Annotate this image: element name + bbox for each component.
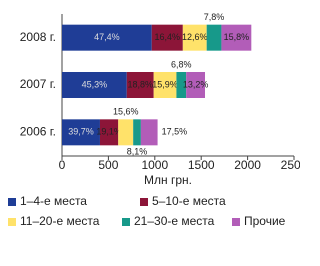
- data-label: 6,8%: [171, 59, 192, 69]
- data-label: 15,8%: [224, 32, 250, 42]
- legend-label: 5–10-е места: [152, 194, 226, 208]
- x-tick-label: 2500: [281, 158, 300, 172]
- bar-segment: [153, 72, 177, 98]
- data-label: 7,8%: [204, 12, 225, 22]
- bar-segment: [186, 72, 206, 98]
- legend-swatch: [122, 218, 130, 226]
- data-label: 13,2%: [183, 79, 209, 89]
- legend-label: 1–4-е места: [20, 194, 87, 208]
- bar-segment: [118, 119, 134, 146]
- data-label: 39,7%: [68, 127, 94, 137]
- x-tick-label: 500: [98, 158, 118, 172]
- data-label: 16,4%: [155, 32, 181, 42]
- data-label: 45,3%: [82, 79, 108, 89]
- bar-segment: [62, 119, 100, 146]
- x-tick-label: 0: [59, 158, 66, 172]
- bar-segment: [99, 119, 119, 146]
- data-label: 12,6%: [182, 32, 208, 42]
- y-tick-label: 2007 г.: [20, 77, 56, 91]
- data-label: 17,5%: [162, 127, 188, 137]
- x-axis-title: Млн грн.: [144, 173, 192, 187]
- bar-segment: [206, 24, 222, 51]
- bar-segment: [62, 72, 127, 98]
- legend-swatch: [140, 198, 148, 206]
- x-tick-label: 1000: [141, 158, 168, 172]
- data-label: 18,8%: [127, 79, 153, 89]
- legend-label: 11–20-е места: [20, 214, 100, 228]
- bar-segment: [133, 119, 141, 146]
- x-tick-label: 1500: [188, 158, 215, 172]
- bar-segment: [176, 72, 187, 98]
- bar-segment: [221, 24, 252, 51]
- legend-label: 21–30-е места: [134, 214, 215, 228]
- legend-swatch: [8, 218, 16, 226]
- y-tick-label: 2006 г.: [20, 125, 56, 139]
- legend-swatch: [232, 218, 240, 226]
- bar-segment: [140, 119, 158, 146]
- legend-label: Прочие: [244, 214, 286, 228]
- y-tick-label: 2008 г.: [20, 30, 56, 44]
- data-label: 15,6%: [113, 107, 139, 117]
- legend-swatch: [8, 198, 16, 206]
- bar-segment: [62, 24, 152, 51]
- bar-segment: [182, 24, 207, 51]
- chart: Млн грн. 0 500 1000 1500 2000 2500 2008 г. 47,4…: [8, 12, 300, 228]
- bar-segment: [126, 72, 154, 98]
- bar-segment: [151, 24, 183, 51]
- data-label: 19,1%: [96, 127, 122, 137]
- data-label: 15,9%: [152, 79, 178, 89]
- data-label: 8,1%: [127, 147, 148, 157]
- x-tick-label: 2000: [234, 158, 261, 172]
- data-label: 47,4%: [94, 32, 120, 42]
